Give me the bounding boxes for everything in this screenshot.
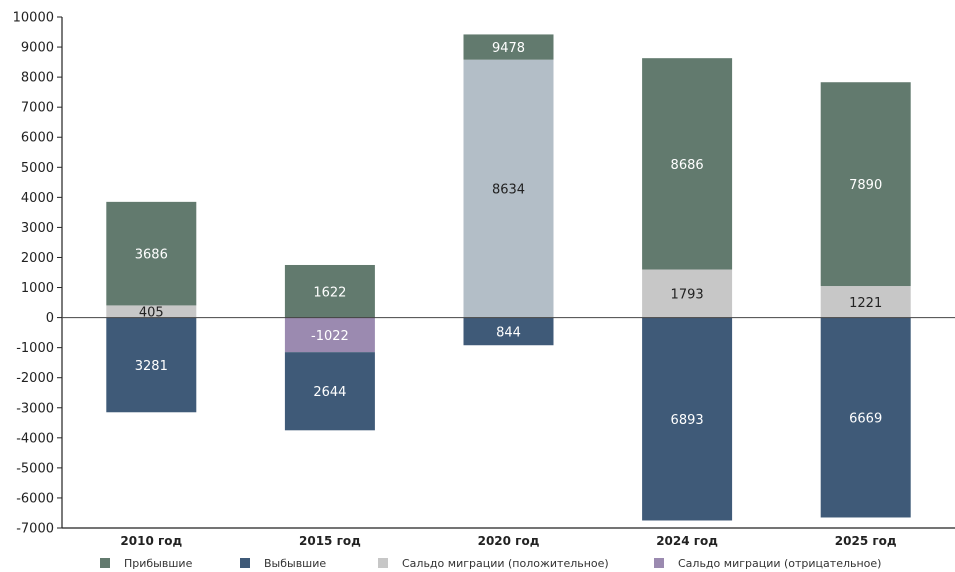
bar-segment: [463, 34, 554, 60]
y-tick-label: -7000: [16, 522, 54, 537]
y-tick-label: 1000: [21, 281, 54, 296]
y-tick-label: 6000: [21, 131, 54, 146]
y-tick-label: 3000: [21, 221, 54, 236]
legend-item: Выбывшие: [240, 557, 326, 570]
bar-segment: [284, 317, 375, 353]
data-label: 6893: [671, 413, 704, 428]
data-label: -1022: [311, 329, 349, 344]
x-tick-label: 2024 год: [656, 534, 718, 548]
legend-label: Сальдо миграции (положительное): [402, 557, 609, 570]
bar-group: 1221 7890 6669: [820, 82, 911, 518]
legend-label: Прибывшие: [124, 557, 193, 570]
bar-segment: [106, 305, 197, 318]
y-tick-label: 10000: [13, 11, 54, 26]
y-tick-label: -5000: [16, 461, 54, 476]
data-label: 3686: [135, 248, 168, 263]
legend-swatch: [100, 558, 110, 568]
y-tick-label: 7000: [21, 101, 54, 116]
bar-group: 405 3686 3281: [106, 201, 197, 413]
legend-label: Выбывшие: [264, 557, 326, 570]
y-tick-label: 9000: [21, 41, 54, 56]
y-tick-label: 2000: [21, 251, 54, 266]
y-tick-label: -3000: [16, 401, 54, 416]
legend-swatch: [240, 558, 250, 568]
legend-item: Сальдо миграции (положительное): [378, 557, 609, 570]
bar-segment: [820, 317, 911, 518]
x-tick-label: 2010 год: [120, 534, 182, 548]
bars: 405 3686 3281 1622 -1022 2644 8634 9478 844 1793 8…: [106, 34, 911, 521]
bar-segment: [820, 286, 911, 318]
y-tick-label: -6000: [16, 491, 54, 506]
bar-segment: [284, 264, 375, 318]
legend-swatch: [654, 558, 664, 568]
legend: Прибывшие Выбывшие Сальдо миграции (положи…: [100, 557, 881, 570]
data-label: 9478: [492, 41, 525, 56]
data-label: 1793: [671, 288, 704, 303]
bar-segment: [463, 59, 554, 318]
y-tick-label: -1000: [16, 341, 54, 356]
data-label: 1622: [313, 285, 346, 300]
y-tick-label: -2000: [16, 371, 54, 386]
legend-item: Прибывшие: [100, 557, 193, 570]
data-label: 6669: [849, 412, 882, 427]
data-label: 1221: [849, 296, 882, 311]
y-tick-label: -4000: [16, 431, 54, 446]
bar-segment: [642, 317, 733, 521]
bar-segment: [284, 352, 375, 431]
legend-swatch: [378, 558, 388, 568]
legend-item: Сальдо миграции (отрицательное): [654, 557, 881, 570]
data-label: 3281: [135, 359, 168, 374]
y-tick-label: 8000: [21, 71, 54, 86]
data-label: 2644: [313, 385, 346, 400]
data-label: 405: [139, 306, 164, 321]
data-label: 844: [496, 325, 521, 340]
bar-segment: [642, 269, 733, 318]
data-label: 7890: [849, 178, 882, 193]
x-tick-label: 2020 год: [478, 534, 540, 548]
bar-group: 8634 9478 844: [463, 34, 554, 346]
bar-segment: [642, 58, 733, 270]
x-axis: 2010 год 2015 год 2020 год 2024 год 2025 год: [62, 527, 955, 548]
y-tick-label: 4000: [21, 191, 54, 206]
data-label: 8686: [671, 158, 704, 173]
bar-segment: [820, 82, 911, 287]
bar-segment: [463, 317, 554, 346]
x-tick-label: 2015 год: [299, 534, 361, 548]
x-tick-label: 2025 год: [835, 534, 897, 548]
bar-segment: [106, 317, 197, 413]
data-label: 8634: [492, 183, 525, 198]
bar-group: 1622 -1022 2644: [284, 264, 375, 431]
legend-label: Сальдо миграции (отрицательное): [678, 557, 881, 570]
y-axis: -7000 -6000 -5000 -4000 -3000 -2000 -1000 0 1000…: [13, 11, 63, 537]
bar-segment: [106, 201, 197, 306]
y-tick-label: 0: [46, 311, 54, 326]
y-tick-label: 5000: [21, 161, 54, 176]
bar-group: 1793 8686 6893: [642, 58, 733, 521]
